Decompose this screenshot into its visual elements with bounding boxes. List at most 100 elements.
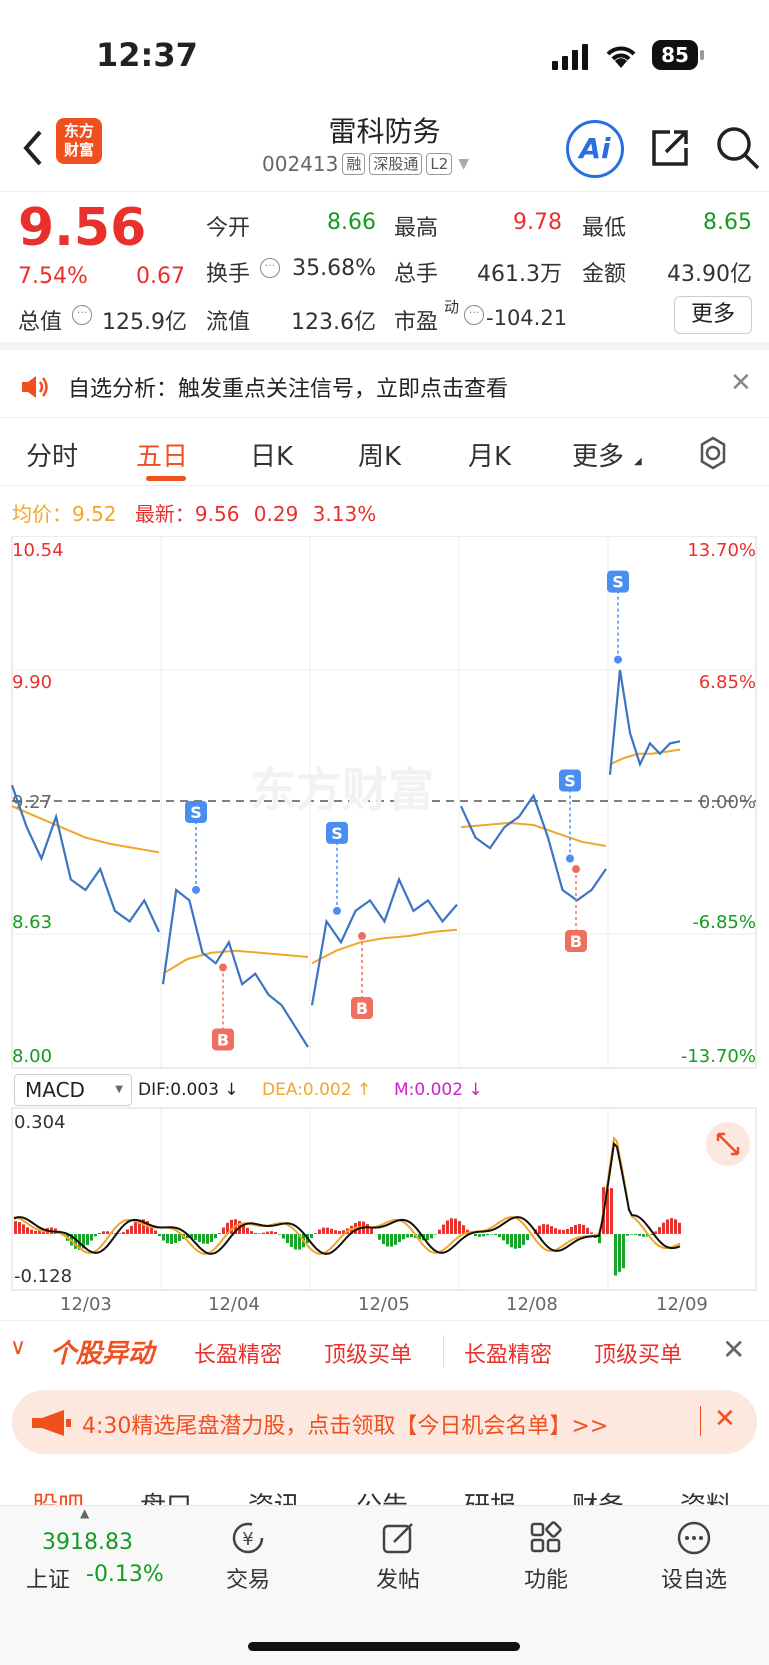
x-label-4: 12/09 xyxy=(656,1294,708,1315)
signal-badge-1[interactable] xyxy=(212,1028,234,1051)
macd-bar xyxy=(278,1234,281,1235)
index-name[interactable]: 上证 xyxy=(26,1568,71,1593)
macd-bar xyxy=(142,1219,145,1234)
tab-more[interactable]: 更多 xyxy=(572,442,625,472)
analysis-notice[interactable]: 自选分析：触发重点关注信号，立即点击查看 ✕ xyxy=(0,356,769,418)
info-icon[interactable]: ··· xyxy=(260,258,280,278)
macd-bar xyxy=(678,1222,681,1234)
trade-icon: ¥ xyxy=(232,1522,264,1554)
macd-bar xyxy=(522,1234,525,1245)
alert-item-0[interactable]: 长盈精密 xyxy=(194,1343,283,1368)
signal-label-0: S xyxy=(190,803,202,822)
macd-bar xyxy=(622,1234,625,1269)
subtab-5[interactable]: 财务 xyxy=(572,1492,625,1508)
promo-banner[interactable]: 4:30精选尾盘潜力股，点击领取【今日机会名单】>> ✕ xyxy=(12,1390,757,1454)
tab-intraday[interactable]: 分时 xyxy=(26,442,79,472)
expand-icon xyxy=(716,1132,740,1156)
price-summary: 均价：9.52 最新：9.56 0.29 3.13% xyxy=(12,498,376,527)
signal-badge-3[interactable] xyxy=(351,997,373,1020)
mcap-value: 125.9亿 xyxy=(102,310,187,335)
tab-daily-k[interactable]: 日K xyxy=(250,442,294,472)
close-icon[interactable]: ✕ xyxy=(730,368,752,398)
trade-button[interactable]: ¥ 交易 xyxy=(188,1520,308,1594)
alert-item-2[interactable]: 长盈精密 xyxy=(464,1343,553,1368)
subtab-2[interactable]: 资讯 xyxy=(248,1492,301,1508)
y-tick-right-4: -13.70% xyxy=(681,1046,756,1067)
macd-bar xyxy=(498,1234,501,1238)
back-icon[interactable] xyxy=(20,128,44,168)
macd-bar xyxy=(674,1219,677,1234)
stock-meta[interactable]: 002413 融 深股通 L2 ▼ xyxy=(262,152,469,176)
macd-bar xyxy=(378,1234,381,1240)
subtab-4[interactable]: 研报 xyxy=(464,1492,517,1508)
subtab-1[interactable]: 盘口 xyxy=(140,1492,193,1508)
avg-line-day-3 xyxy=(460,821,607,847)
macd-bar xyxy=(434,1234,437,1235)
post-button[interactable]: 发帖 xyxy=(338,1520,458,1594)
settings-icon[interactable] xyxy=(696,436,730,470)
signal-badge-0[interactable] xyxy=(185,800,207,823)
info-icon[interactable]: ··· xyxy=(72,305,92,325)
tab-monthly-k[interactable]: 月K xyxy=(468,442,512,472)
close-icon[interactable]: ✕ xyxy=(714,1404,736,1434)
macd-chart[interactable]: 0.304 -0.128 12/03 12/04 12/05 12/08 12/… xyxy=(0,1106,769,1315)
tab-five-day[interactable]: 五日 xyxy=(136,442,189,472)
tab-weekly-k[interactable]: 周K xyxy=(358,442,402,472)
y-tick-right-3: -6.85% xyxy=(692,912,756,933)
macd-bar xyxy=(386,1234,389,1247)
close-icon[interactable]: ✕ xyxy=(722,1333,746,1366)
subtab-3[interactable]: 公告 xyxy=(356,1492,409,1508)
macd-bar xyxy=(206,1234,209,1244)
macd-bar xyxy=(310,1234,313,1238)
avg-line-day-0 xyxy=(11,805,160,854)
macd-bar xyxy=(442,1224,445,1234)
indicator-select[interactable]: MACD ▼ xyxy=(14,1074,132,1106)
signal-badge-2[interactable] xyxy=(326,821,348,844)
macd-bar xyxy=(446,1220,449,1234)
subtab-0[interactable]: 股吧 xyxy=(32,1492,85,1508)
macd-bar xyxy=(202,1234,205,1244)
signal-badge-5[interactable] xyxy=(565,930,587,953)
macd-bar xyxy=(666,1219,669,1234)
macd-bar xyxy=(298,1234,301,1250)
share-icon[interactable] xyxy=(648,126,692,170)
signal-badge-6[interactable] xyxy=(607,570,629,593)
search-icon[interactable] xyxy=(714,124,762,172)
signal-dot-5 xyxy=(572,865,580,874)
watchlist-label: 设自选 xyxy=(660,1568,727,1593)
macd-bar xyxy=(246,1227,249,1234)
status-time: 12:37 xyxy=(96,36,198,74)
macd-bar xyxy=(638,1234,641,1236)
y-tick-left-1: 9.90 xyxy=(12,672,52,693)
post-label: 发帖 xyxy=(375,1568,420,1593)
turnover-label: 换手 xyxy=(206,262,251,287)
subtab-6[interactable]: 资料 xyxy=(680,1492,733,1508)
index-percent[interactable]: -0.13% xyxy=(86,1562,164,1587)
more-button[interactable]: 更多 xyxy=(674,296,752,334)
chevron-down-icon[interactable]: ∨ xyxy=(10,1335,27,1360)
five-day-chart[interactable]: 东方财富 10.54 9.90 9.27 8.63 8.00 13.70% 6.… xyxy=(0,535,769,1076)
signal-badge-4[interactable] xyxy=(559,769,581,792)
latest-percent: 3.13% xyxy=(312,502,377,526)
tag-connect: 深股通 xyxy=(369,153,423,175)
macd-bar xyxy=(90,1234,93,1241)
macd-bar xyxy=(102,1231,105,1234)
macd-bar xyxy=(410,1234,413,1238)
macd-bar xyxy=(178,1234,181,1241)
add-watchlist-button[interactable]: 设自选 xyxy=(634,1520,754,1594)
macd-bar xyxy=(18,1222,21,1234)
open-label: 今开 xyxy=(206,216,251,241)
alert-item-1[interactable]: 顶级买单 xyxy=(324,1343,413,1368)
svg-text:¥: ¥ xyxy=(242,1529,253,1550)
info-icon[interactable]: ··· xyxy=(464,305,484,325)
function-button[interactable]: 功能 xyxy=(486,1520,606,1594)
macd-bar xyxy=(402,1234,405,1240)
macd-bar xyxy=(670,1218,673,1234)
watermark: 东方财富 xyxy=(250,763,434,817)
index-value[interactable]: 3918.83 xyxy=(42,1530,133,1555)
macd-bar xyxy=(286,1234,289,1244)
macd-bar xyxy=(262,1232,265,1234)
alert-item-3[interactable]: 顶级买单 xyxy=(594,1343,683,1368)
macd-bar xyxy=(574,1224,577,1234)
ai-button[interactable]: Ai xyxy=(566,120,624,178)
